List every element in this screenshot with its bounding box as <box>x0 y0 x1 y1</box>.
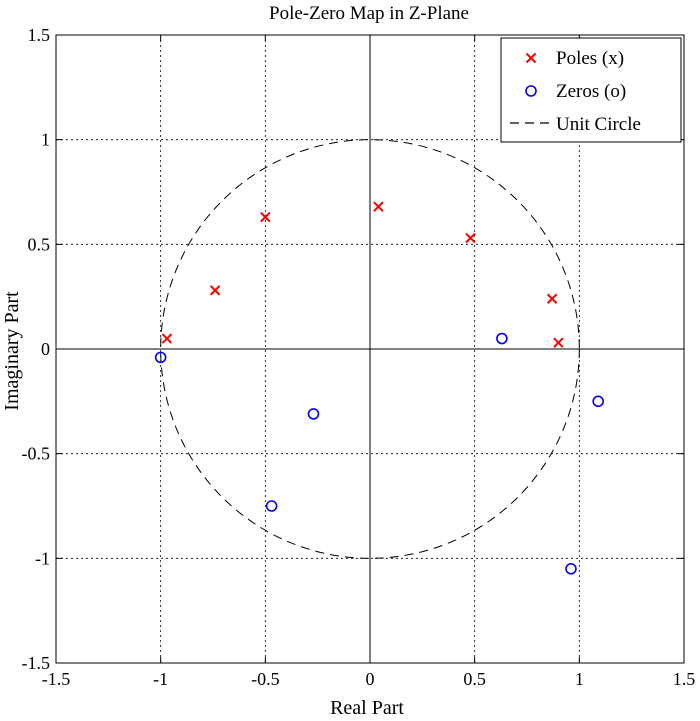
pole-marker <box>260 211 271 223</box>
pole-marker <box>373 201 384 212</box>
x-tick-labels: -1.5 -1 -0.5 0 0.5 1 1.5 <box>42 35 696 689</box>
pole-marker <box>161 333 173 344</box>
y-tick-label: -1 <box>35 548 50 568</box>
x-tick-label: -1.5 <box>42 669 71 689</box>
zero-marker <box>592 395 604 408</box>
data-marks <box>154 201 604 575</box>
pole-marker <box>465 232 476 244</box>
legend-entry-poles: Poles (x) <box>525 48 624 69</box>
y-axis-label: Imaginary Part <box>1 291 23 411</box>
legend-pole-x <box>525 52 537 64</box>
y-tick-label: 1.5 <box>28 25 51 45</box>
y-tick-label: 1 <box>41 130 50 150</box>
y-tick-labels: 1.5 1 0.5 0 -0.5 -1 -1.5 <box>22 25 684 673</box>
pole-marker <box>209 285 221 296</box>
pole-marker-stroke <box>465 232 476 244</box>
legend-label-poles: Poles (x) <box>556 48 624 69</box>
legend-entry-zeros: Zeros (o) <box>525 81 626 102</box>
legend-pole-marker <box>525 52 537 64</box>
pole-marker-stroke <box>260 211 271 223</box>
pole-marker-stroke <box>553 337 564 348</box>
unit-circle-layer <box>160 139 580 559</box>
x-axis-label: Real Part <box>330 697 404 719</box>
legend-label-unit-circle: Unit Circle <box>556 114 641 135</box>
pole-marker <box>553 337 564 348</box>
x-tick-label: -1 <box>153 669 168 689</box>
zero-marker <box>496 332 508 345</box>
pole-marker-stroke <box>161 333 173 344</box>
legend-zero-marker <box>525 85 537 97</box>
y-tick-label: 0.5 <box>28 234 51 254</box>
chart-title: Pole-Zero Map in Z-Plane <box>269 3 469 24</box>
zero-marker <box>565 562 577 575</box>
zero-marker <box>154 351 167 364</box>
legend-zero-o <box>525 85 537 97</box>
zero-marker <box>307 408 320 420</box>
pole-marker-stroke <box>546 293 558 304</box>
pole-marker-stroke <box>209 285 221 296</box>
pole-marker-stroke <box>525 52 537 64</box>
y-tick-label: 0 <box>41 339 50 359</box>
legend: Poles (x) Zeros (o) Unit Circle <box>500 37 682 143</box>
x-tick-label: 0 <box>366 669 375 689</box>
legend-label-zeros: Zeros (o) <box>556 81 626 102</box>
x-tick-label: 1.5 <box>673 669 696 689</box>
y-tick-label: -1.5 <box>22 653 51 673</box>
pole-marker <box>546 293 558 304</box>
legend-entry-unit-circle: Unit Circle <box>510 114 641 135</box>
x-tick-label: -0.5 <box>251 669 280 689</box>
pole-marker-stroke <box>373 201 384 212</box>
y-tick-label: -0.5 <box>22 444 51 464</box>
x-tick-label: 0.5 <box>463 669 486 689</box>
zero-marker <box>265 500 278 512</box>
x-tick-label: 1 <box>575 669 584 689</box>
unit-circle <box>160 139 580 559</box>
legend-box <box>500 37 682 143</box>
